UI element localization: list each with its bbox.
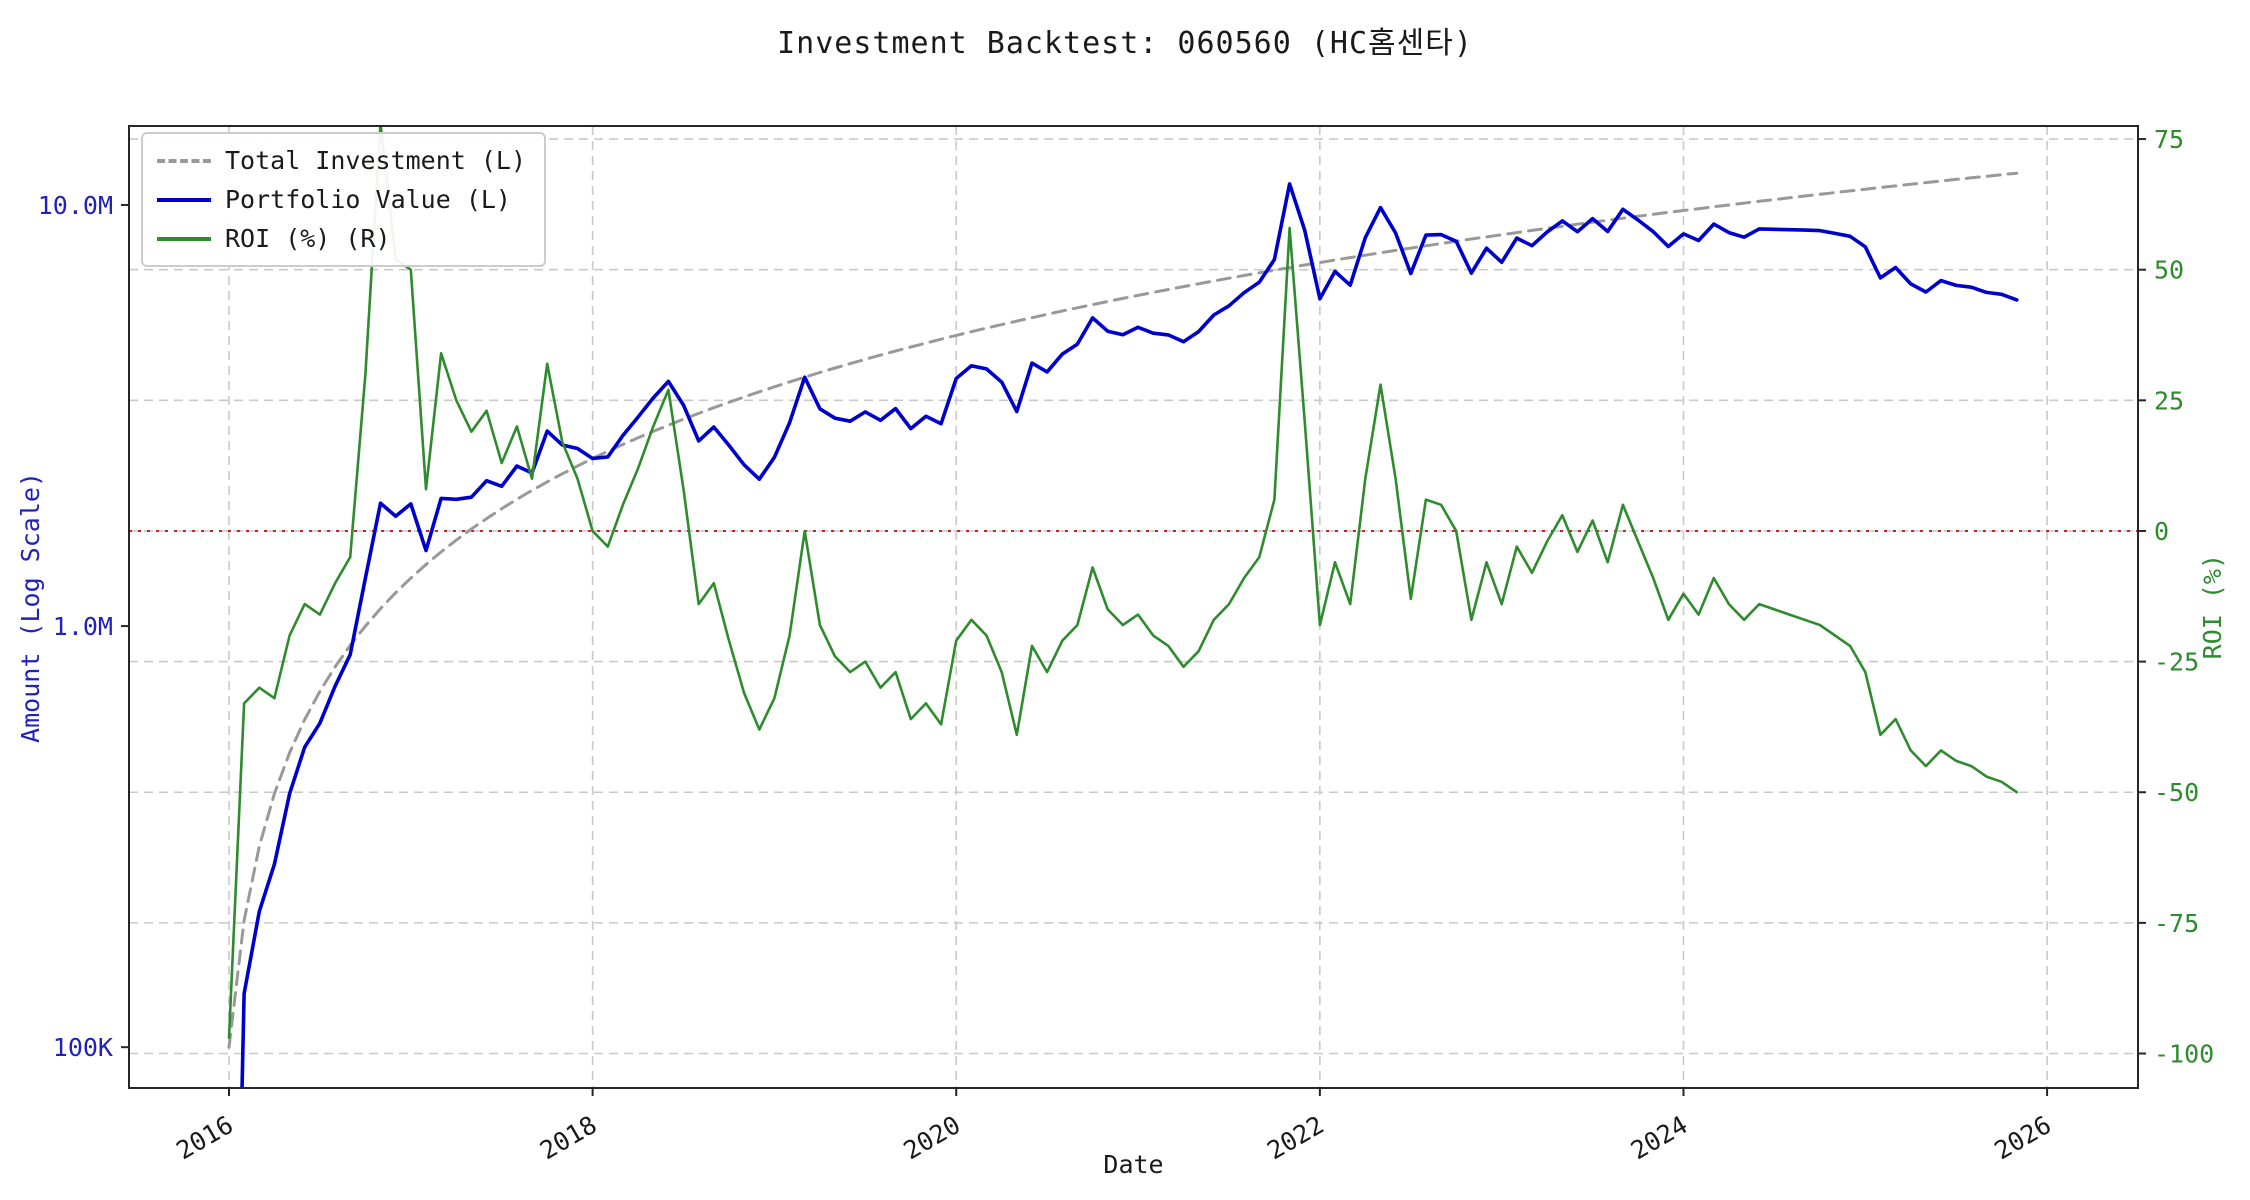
y-axis-left-label-wrap: Amount (Log Scale) — [16, 126, 45, 1088]
y-axis-left-label: Amount (Log Scale) — [16, 471, 45, 743]
legend-label: Portfolio Value (L) — [225, 185, 511, 214]
y-right-tick-label: -100 — [2154, 1040, 2214, 1069]
y-left-tick-label: 100K — [53, 1033, 113, 1062]
x-axis-label: Date — [1103, 1150, 1164, 1179]
y-axis-right-label: ROI (%) — [2198, 554, 2227, 660]
roi-line — [227, 126, 2019, 1040]
plot-border — [128, 125, 2139, 1089]
y-right-tick-label: 50 — [2154, 256, 2184, 285]
portfolio-value-line — [240, 182, 2019, 1088]
total-investment-line — [227, 171, 2019, 1049]
y-left-tick-label: 1.0M — [53, 612, 113, 641]
legend-item-roi: ROI (%) (R) — [157, 224, 526, 253]
legend-item-portfolio-value: Portfolio Value (L) — [157, 185, 526, 214]
y-left-tick-label: 10.0M — [38, 191, 113, 220]
legend: Total Investment (L) Portfolio Value (L)… — [141, 132, 547, 267]
legend-item-total-investment: Total Investment (L) — [157, 146, 526, 175]
y-axis-right-label-wrap: ROI (%) — [2198, 126, 2227, 1088]
legend-label: ROI (%) (R) — [225, 224, 391, 253]
y-right-tick-label: -50 — [2154, 778, 2199, 807]
y-right-tick-label: -75 — [2154, 909, 2199, 938]
y-right-tick-label: -25 — [2154, 648, 2199, 677]
roi-line-sample — [157, 236, 211, 241]
y-right-tick-label: 25 — [2154, 386, 2184, 415]
legend-label: Total Investment (L) — [225, 146, 527, 175]
y-right-tick-label: 75 — [2154, 125, 2184, 154]
y-right-tick-label: 0 — [2154, 517, 2169, 546]
total-investment-line-sample — [157, 158, 211, 163]
portfolio-value-line-sample — [157, 197, 211, 202]
chart-title: Investment Backtest: 060560 (HC홈센타) — [777, 26, 1473, 61]
